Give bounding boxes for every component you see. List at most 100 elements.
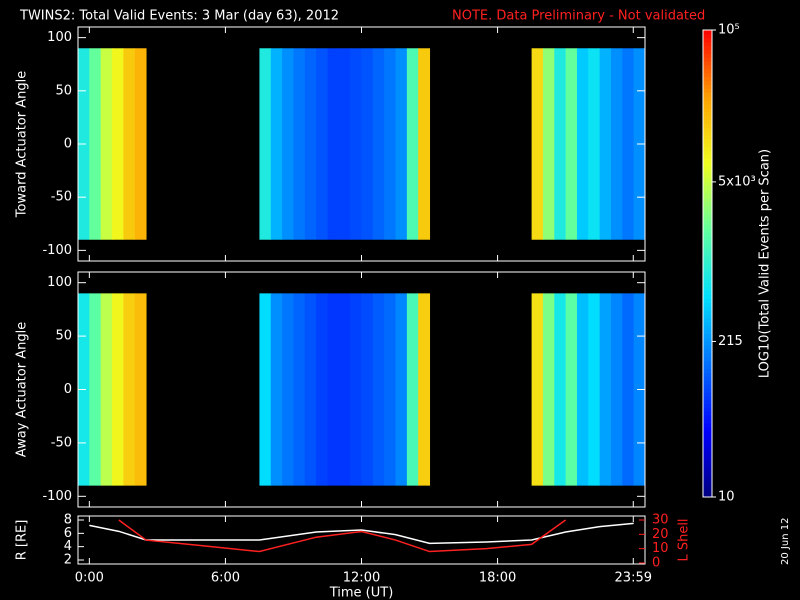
colorbar-swatch xyxy=(703,49,712,54)
colorbar-swatch xyxy=(703,80,712,85)
colorbar-swatch xyxy=(703,388,712,393)
colorbar-swatch xyxy=(703,395,712,401)
colorbar-swatch xyxy=(703,469,712,475)
y-tick-label: -50 xyxy=(51,190,72,205)
colorbar-swatch xyxy=(703,376,712,381)
heat-cell xyxy=(542,293,555,486)
colorbar-swatch xyxy=(703,477,712,482)
colorbar-swatch xyxy=(703,138,712,144)
colorbar-tick-label: 215 xyxy=(718,334,743,349)
colorbar-swatch xyxy=(703,461,712,467)
colorbar-swatch xyxy=(703,345,712,350)
colorbar-swatch xyxy=(703,185,712,191)
colorbar-swatch xyxy=(703,201,712,206)
colorbar-swatch xyxy=(703,255,712,261)
colorbar-swatch xyxy=(703,154,712,159)
colorbar-swatch xyxy=(703,150,712,156)
colorbar-swatch xyxy=(703,306,712,311)
heat-cell xyxy=(361,48,374,240)
y2-tick-label: 10 xyxy=(652,541,669,556)
colorbar-swatch xyxy=(703,37,712,43)
colorbar-swatch xyxy=(703,391,712,397)
heat-cell xyxy=(554,293,567,486)
heat-cell xyxy=(327,48,340,240)
colorbar-swatch xyxy=(703,127,712,132)
colorbar-swatch xyxy=(703,65,712,70)
colorbar-swatch xyxy=(703,173,712,179)
heat-cell xyxy=(531,48,544,240)
colorbar-swatch xyxy=(703,298,712,303)
colorbar-swatch xyxy=(703,88,712,93)
heat-cell xyxy=(338,293,351,486)
heat-cell xyxy=(610,293,623,486)
colorbar-swatch xyxy=(703,212,712,218)
heat-cell xyxy=(406,293,419,486)
colorbar-swatch xyxy=(703,76,712,82)
colorbar-swatch xyxy=(703,209,712,214)
heat-cell xyxy=(576,293,589,486)
x-axis-label: Time (UT) xyxy=(329,586,394,600)
colorbar-swatch xyxy=(703,423,712,428)
heat-cell xyxy=(316,293,328,486)
colorbar-swatch xyxy=(703,403,712,408)
heat-cell xyxy=(531,293,544,486)
colorbar-swatch xyxy=(703,263,712,268)
heat-cell xyxy=(384,48,397,240)
heat-cell xyxy=(350,48,362,240)
colorbar-swatch xyxy=(703,356,712,362)
colorbar-swatch xyxy=(703,380,712,385)
colorbar-swatch xyxy=(703,216,712,222)
colorbar-swatch xyxy=(703,411,712,416)
colorbar-swatch xyxy=(703,426,712,432)
heat-cell xyxy=(293,48,306,240)
colorbar-swatch xyxy=(703,232,712,237)
colorbar-swatch xyxy=(703,189,712,194)
heat-cell xyxy=(542,48,555,240)
heat-cell xyxy=(259,293,272,486)
colorbar-swatch xyxy=(703,446,712,451)
colorbar-swatch xyxy=(703,162,712,167)
colorbar-swatch xyxy=(703,430,712,436)
colorbar-swatch xyxy=(703,372,712,377)
y-tick-label: -100 xyxy=(42,489,72,504)
x-tick-label: 0:00 xyxy=(75,571,104,586)
heat-cell xyxy=(134,293,147,486)
heat-cell xyxy=(134,48,147,240)
heat-cell xyxy=(610,48,623,240)
series-line xyxy=(118,519,567,553)
colorbar-swatch xyxy=(703,407,712,412)
colorbar-swatch xyxy=(703,135,712,140)
colorbar-swatch xyxy=(703,438,712,444)
heat-cell xyxy=(327,293,340,486)
heat-cell xyxy=(293,293,306,486)
colorbar-swatch xyxy=(703,419,712,424)
colorbar-swatch xyxy=(703,251,712,257)
heat-cell xyxy=(123,48,136,240)
y-tick-label: 100 xyxy=(47,30,72,45)
colorbar-swatch xyxy=(703,72,712,78)
heat-cell xyxy=(599,293,612,486)
colorbar-swatch xyxy=(703,341,712,346)
heat-cell xyxy=(588,48,601,240)
colorbar-swatch xyxy=(703,290,712,296)
colorbar-swatch xyxy=(703,158,712,163)
heat-cell xyxy=(270,293,283,486)
colorbar-swatch xyxy=(703,53,712,58)
y-tick-label: 6 xyxy=(64,526,72,541)
heat-cell xyxy=(89,293,102,486)
colorbar-swatch xyxy=(703,45,712,50)
colorbar-swatch xyxy=(703,131,712,136)
heat-cell xyxy=(565,48,578,240)
colorbar-swatch xyxy=(703,41,712,47)
colorbar-swatch xyxy=(703,302,712,307)
heat-cell xyxy=(259,48,272,240)
colorbar-swatch xyxy=(703,61,712,66)
colorbar-swatch xyxy=(703,282,712,288)
colorbar-swatch xyxy=(703,384,712,389)
colorbar-swatch xyxy=(703,259,712,264)
y-axis-label: Toward Actuator Angle xyxy=(15,71,30,218)
colorbar-swatch xyxy=(703,325,712,331)
heat-cell xyxy=(622,48,635,240)
heat-cell xyxy=(554,48,567,240)
